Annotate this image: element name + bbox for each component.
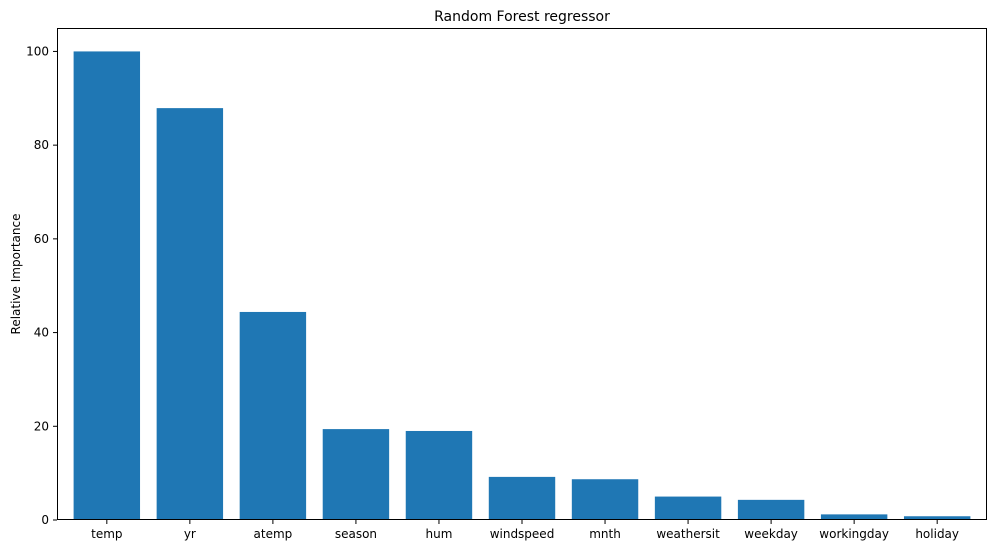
x-tick-label: holiday [915,527,959,541]
y-axis: 0 20 40 60 80 100 [26,44,57,527]
bar-windspeed [488,476,556,520]
bar-mnth [571,479,639,520]
x-tick-label: workingday [819,527,889,541]
bar-atemp [239,311,307,520]
bar-temp [73,51,141,521]
y-tick-label: 20 [34,419,49,433]
x-tick-label: temp [91,527,122,541]
x-tick-label: hum [426,527,453,541]
y-tick-label: 40 [34,326,49,340]
plot-frame [57,28,987,520]
x-tick-label: yr [184,527,196,541]
chart-title: Random Forest regressor [434,9,610,25]
x-tick-label: atemp [254,527,293,541]
bar-weathersit [654,496,722,520]
bars-group [73,51,971,521]
x-tick-label: weekday [744,527,798,541]
bar-weekday [737,499,805,520]
bar-season [322,429,390,520]
y-tick-label: 60 [34,232,49,246]
y-tick-label: 100 [26,44,49,58]
bar-holiday [903,516,971,520]
x-axis: temp yr atemp season hum windspeed mnth weather… [91,520,959,541]
bar-hum [405,430,473,520]
bar-yr [156,108,224,520]
bar-workingday [820,514,888,520]
x-tick-label: windspeed [490,527,555,541]
x-tick-label: weathersit [656,527,720,541]
y-tick-label: 80 [34,138,49,152]
y-tick-label: 0 [41,513,49,527]
x-tick-label: season [335,527,377,541]
y-axis-label: Relative Importance [9,214,23,335]
x-tick-label: mnth [589,527,621,541]
